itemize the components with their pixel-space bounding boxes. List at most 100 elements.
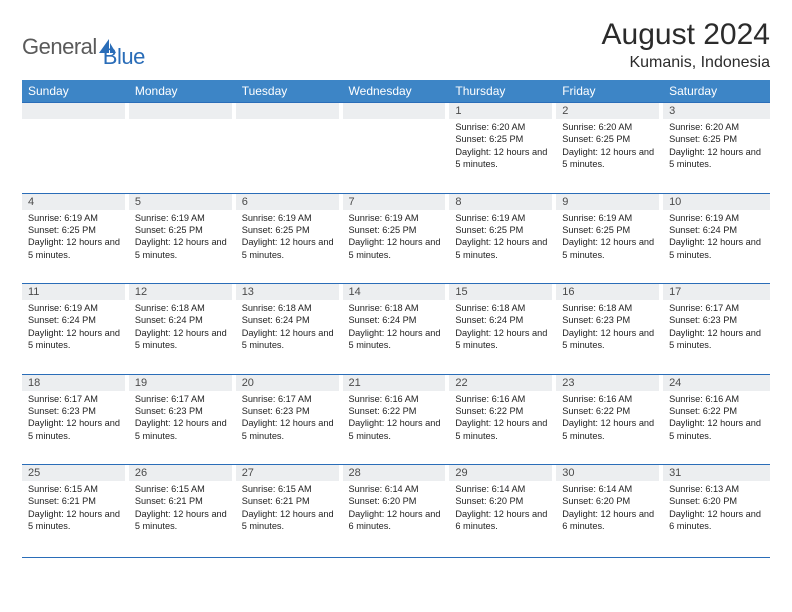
daylight-line: Daylight: 12 hours and 6 minutes. [349,508,444,533]
day-number: 15 [449,284,556,300]
day-cell: Sunrise: 6:18 AMSunset: 6:23 PMDaylight:… [556,300,663,356]
sunset-line: Sunset: 6:22 PM [349,405,444,417]
day-cell: Sunrise: 6:18 AMSunset: 6:24 PMDaylight:… [449,300,556,356]
day-cell: Sunrise: 6:18 AMSunset: 6:24 PMDaylight:… [236,300,343,356]
daylight-line: Daylight: 12 hours and 5 minutes. [669,236,764,261]
sunset-line: Sunset: 6:25 PM [28,224,123,236]
daylight-line: Daylight: 12 hours and 6 minutes. [455,508,550,533]
sunset-line: Sunset: 6:24 PM [669,224,764,236]
sunrise-line: Sunrise: 6:20 AM [669,121,764,133]
day-number: 9 [556,194,663,210]
day-number: 4 [22,194,129,210]
sunrise-line: Sunrise: 6:18 AM [135,302,230,314]
daylight-line: Daylight: 12 hours and 5 minutes. [455,236,550,261]
day-cell: Sunrise: 6:17 AMSunset: 6:23 PMDaylight:… [663,300,770,356]
day-number: 28 [343,465,450,481]
sunrise-line: Sunrise: 6:17 AM [135,393,230,405]
day-cell: Sunrise: 6:20 AMSunset: 6:25 PMDaylight:… [449,119,556,175]
day-cell: Sunrise: 6:20 AMSunset: 6:25 PMDaylight:… [663,119,770,175]
day-number: 16 [556,284,663,300]
day-number: 10 [663,194,770,210]
day-number: 31 [663,465,770,481]
day-number: 19 [129,375,236,391]
sunset-line: Sunset: 6:24 PM [242,314,337,326]
sunrise-line: Sunrise: 6:14 AM [562,483,657,495]
day-number: 1 [449,103,556,119]
day-cell: Sunrise: 6:15 AMSunset: 6:21 PMDaylight:… [236,481,343,537]
day-number: 12 [129,284,236,300]
sunrise-line: Sunrise: 6:19 AM [28,212,123,224]
daylight-line: Daylight: 12 hours and 5 minutes. [669,417,764,442]
daylight-line: Daylight: 12 hours and 5 minutes. [669,146,764,171]
day-cell: Sunrise: 6:18 AMSunset: 6:24 PMDaylight:… [343,300,450,356]
day-cell: Sunrise: 6:19 AMSunset: 6:24 PMDaylight:… [663,210,770,266]
daylight-line: Daylight: 12 hours and 5 minutes. [135,236,230,261]
sunset-line: Sunset: 6:21 PM [135,495,230,507]
sunrise-line: Sunrise: 6:18 AM [349,302,444,314]
day-number: 23 [556,375,663,391]
page-title: August 2024 [602,18,770,52]
day-number [343,103,450,119]
daylight-line: Daylight: 12 hours and 5 minutes. [562,417,657,442]
sunrise-line: Sunrise: 6:20 AM [562,121,657,133]
sunset-line: Sunset: 6:23 PM [669,314,764,326]
day-number: 6 [236,194,343,210]
daylight-line: Daylight: 12 hours and 5 minutes. [28,508,123,533]
day-number: 30 [556,465,663,481]
day-number: 3 [663,103,770,119]
day-cell: Sunrise: 6:20 AMSunset: 6:25 PMDaylight:… [556,119,663,175]
calendar-header-row: SundayMondayTuesdayWednesdayThursdayFrid… [22,80,770,103]
sunset-line: Sunset: 6:25 PM [455,133,550,145]
daylight-line: Daylight: 12 hours and 5 minutes. [455,417,550,442]
day-cell: Sunrise: 6:19 AMSunset: 6:25 PMDaylight:… [449,210,556,266]
day-number [129,103,236,119]
table-bottom-rule [22,557,770,558]
day-cell: Sunrise: 6:19 AMSunset: 6:25 PMDaylight:… [129,210,236,266]
day-cell: Sunrise: 6:19 AMSunset: 6:24 PMDaylight:… [22,300,129,356]
daylight-line: Daylight: 12 hours and 5 minutes. [135,327,230,352]
day-number: 24 [663,375,770,391]
sunrise-line: Sunrise: 6:19 AM [349,212,444,224]
day-cell: Sunrise: 6:14 AMSunset: 6:20 PMDaylight:… [556,481,663,537]
logo-text-general: General [22,34,97,60]
sunset-line: Sunset: 6:23 PM [242,405,337,417]
sunset-line: Sunset: 6:24 PM [455,314,550,326]
sunset-line: Sunset: 6:23 PM [562,314,657,326]
weekday-header: Thursday [449,80,556,103]
sunrise-line: Sunrise: 6:19 AM [28,302,123,314]
day-number: 26 [129,465,236,481]
sunrise-line: Sunrise: 6:13 AM [669,483,764,495]
daylight-line: Daylight: 12 hours and 5 minutes. [28,236,123,261]
day-cell: Sunrise: 6:16 AMSunset: 6:22 PMDaylight:… [556,391,663,447]
daylight-line: Daylight: 12 hours and 5 minutes. [242,236,337,261]
weekday-header: Sunday [22,80,129,103]
sunrise-line: Sunrise: 6:15 AM [242,483,337,495]
calendar-table: SundayMondayTuesdayWednesdayThursdayFrid… [22,80,770,555]
day-cell: Sunrise: 6:19 AMSunset: 6:25 PMDaylight:… [343,210,450,266]
sunrise-line: Sunrise: 6:16 AM [669,393,764,405]
sunrise-line: Sunrise: 6:19 AM [562,212,657,224]
day-number: 8 [449,194,556,210]
day-cell: Sunrise: 6:14 AMSunset: 6:20 PMDaylight:… [343,481,450,537]
sunset-line: Sunset: 6:20 PM [562,495,657,507]
day-number [22,103,129,119]
day-cell: Sunrise: 6:13 AMSunset: 6:20 PMDaylight:… [663,481,770,537]
day-cell: Sunrise: 6:14 AMSunset: 6:20 PMDaylight:… [449,481,556,537]
day-cell: Sunrise: 6:17 AMSunset: 6:23 PMDaylight:… [236,391,343,447]
sunrise-line: Sunrise: 6:15 AM [28,483,123,495]
day-cell: Sunrise: 6:19 AMSunset: 6:25 PMDaylight:… [556,210,663,266]
daylight-line: Daylight: 12 hours and 5 minutes. [135,508,230,533]
day-cell: Sunrise: 6:16 AMSunset: 6:22 PMDaylight:… [449,391,556,447]
sunset-line: Sunset: 6:22 PM [669,405,764,417]
daylight-line: Daylight: 12 hours and 5 minutes. [242,327,337,352]
day-number: 22 [449,375,556,391]
weekday-header: Monday [129,80,236,103]
day-number: 17 [663,284,770,300]
sunrise-line: Sunrise: 6:19 AM [455,212,550,224]
sunset-line: Sunset: 6:23 PM [135,405,230,417]
daylight-line: Daylight: 12 hours and 5 minutes. [562,327,657,352]
sunrise-line: Sunrise: 6:20 AM [455,121,550,133]
daylight-line: Daylight: 12 hours and 5 minutes. [135,417,230,442]
day-cell: Sunrise: 6:16 AMSunset: 6:22 PMDaylight:… [663,391,770,447]
day-cell: Sunrise: 6:15 AMSunset: 6:21 PMDaylight:… [22,481,129,537]
